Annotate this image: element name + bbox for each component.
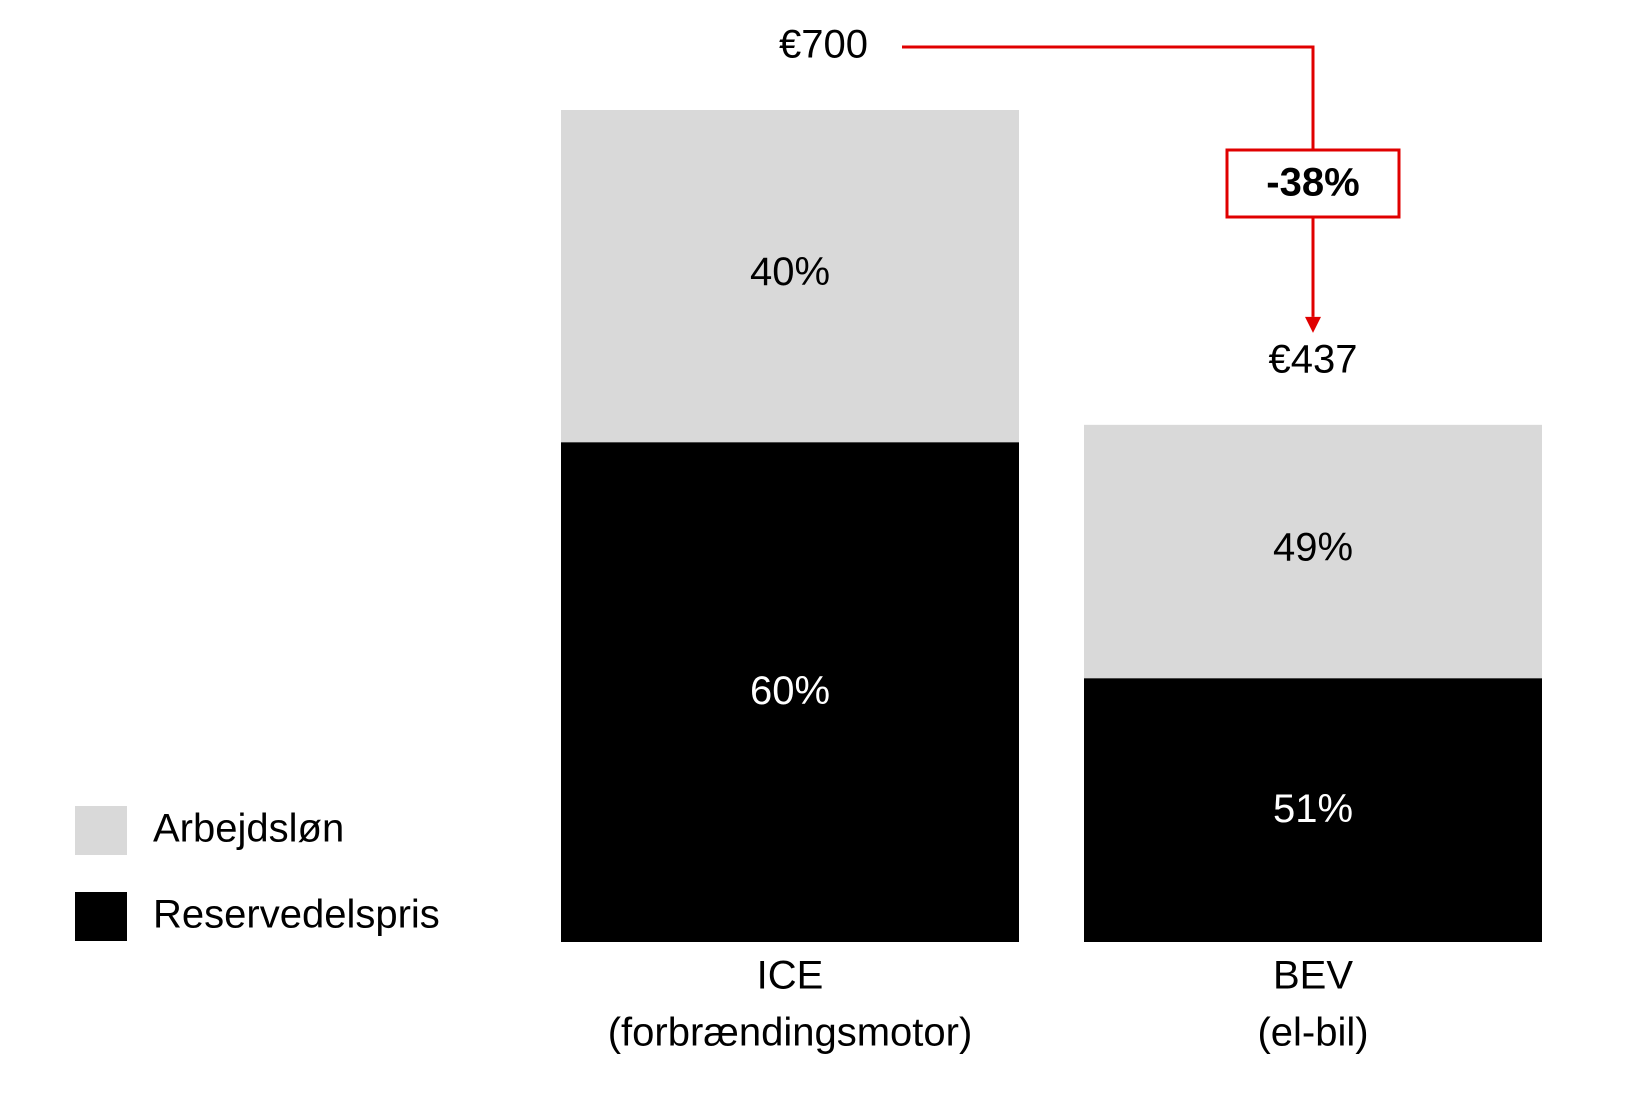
legend-label: Reservedelspris: [153, 893, 440, 937]
change-label: -38%: [1266, 161, 1359, 205]
arrow-head: [1305, 316, 1321, 333]
value-label: 49%: [1273, 526, 1353, 570]
bar-segment: [1084, 678, 1542, 942]
x-tick-label: ICE: [757, 954, 824, 998]
value-label: 60%: [750, 669, 830, 713]
x-tick-label: (el-bil): [1257, 1011, 1368, 1055]
bar-segment: [561, 442, 1019, 942]
legend-swatch: [75, 806, 127, 855]
value-label: 40%: [750, 250, 830, 294]
legend-swatch: [75, 892, 127, 941]
bar-segment: [1084, 424, 1542, 679]
total-label: €700: [779, 23, 868, 67]
total-label: €437: [1269, 337, 1358, 381]
change-box: [1225, 148, 1401, 219]
x-tick-label: (forbrændingsmotor): [608, 1011, 973, 1055]
legend-label: Arbejdsløn: [153, 807, 344, 851]
value-label: 51%: [1273, 787, 1353, 831]
bar-segment: [561, 110, 1019, 443]
change-arrow: [902, 45, 1315, 317]
x-tick-label: BEV: [1273, 954, 1353, 998]
